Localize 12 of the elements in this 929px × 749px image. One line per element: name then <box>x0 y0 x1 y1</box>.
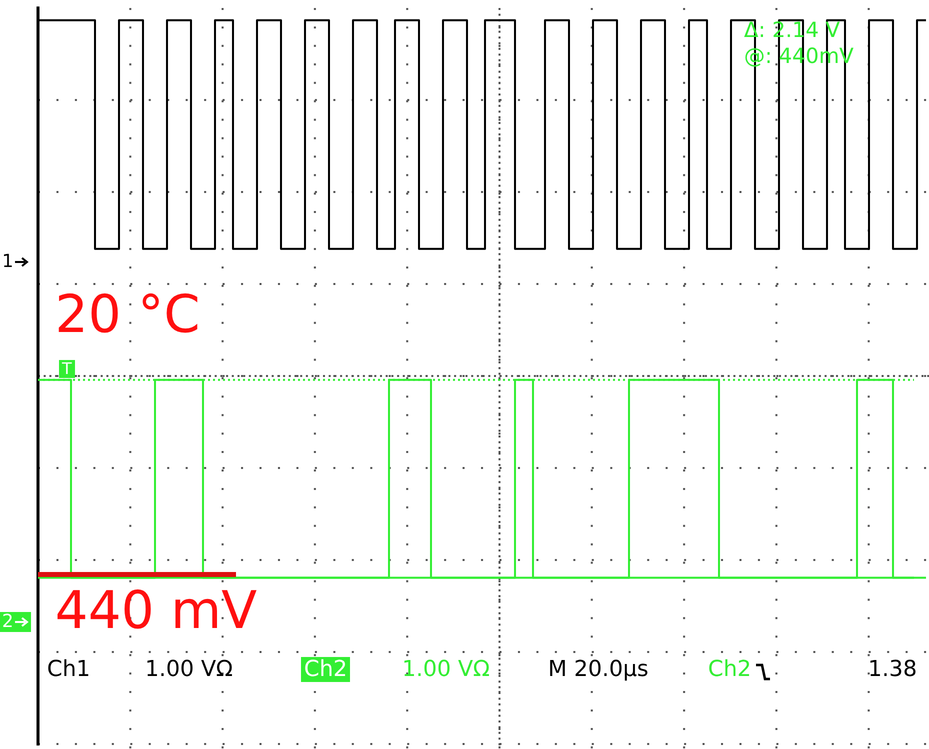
annotation: T <box>59 359 75 378</box>
text: 440 mV <box>55 581 258 642</box>
text: 2 <box>2 611 14 632</box>
text: 1.00 VΩ <box>402 657 490 682</box>
text: Ch1 <box>47 657 90 682</box>
text: Ch2 <box>708 657 752 682</box>
text: 1.38 <box>868 657 917 682</box>
legend-label: 1 <box>2 251 14 272</box>
text: Ch2 <box>301 657 350 682</box>
annotation: 20 °C <box>55 285 200 346</box>
text: 1.00 VΩ <box>145 657 233 682</box>
text: M 20.0µs <box>548 657 648 682</box>
